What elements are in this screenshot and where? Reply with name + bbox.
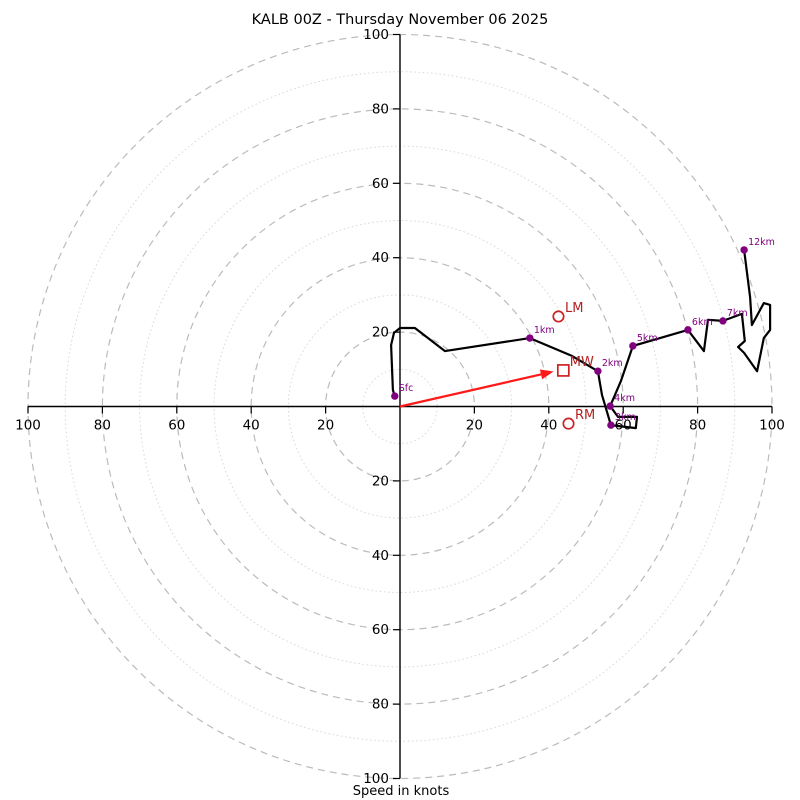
height-marker-label-3km: 3km bbox=[615, 412, 636, 423]
x-tick-label--20: 20 bbox=[317, 418, 334, 434]
storm-motion-layer: LM MW RM bbox=[552, 301, 595, 430]
x-tick-label-100: 100 bbox=[759, 418, 785, 434]
y-tick-label--100: 100 bbox=[363, 771, 389, 787]
y-tick-label--80: 80 bbox=[372, 697, 389, 713]
mean-wind-arrow-shaft bbox=[399, 372, 546, 408]
y-tick-label-80: 80 bbox=[372, 101, 389, 117]
storm-marker-label-rm: RM bbox=[575, 408, 595, 423]
storm-marker-mw bbox=[556, 364, 570, 377]
height-marker-label-sfc: Sfc bbox=[399, 383, 414, 394]
height-marker-label-2km: 2km bbox=[602, 358, 623, 369]
chart-title: KALB 00Z - Thursday November 06 2025 bbox=[252, 12, 549, 28]
height-marker-1km bbox=[526, 334, 534, 342]
height-marker-12km bbox=[740, 246, 748, 254]
y-tick-label--20: 20 bbox=[372, 473, 389, 489]
storm-marker-lm bbox=[552, 310, 565, 323]
height-marker-sfc bbox=[391, 392, 399, 400]
height-marker-label-6km: 6km bbox=[692, 317, 713, 328]
y-tick-label--60: 60 bbox=[372, 622, 389, 638]
height-marker-4km bbox=[606, 402, 614, 410]
hodograph-trace bbox=[390, 248, 772, 430]
x-tick-label-40: 40 bbox=[540, 418, 557, 434]
height-marker-label-4km: 4km bbox=[614, 393, 635, 404]
y-tick-label--40: 40 bbox=[372, 548, 389, 564]
height-marker-label-12km: 12km bbox=[748, 237, 775, 248]
height-marker-2km bbox=[594, 367, 602, 375]
height-marker-label-7km: 7km bbox=[727, 308, 748, 319]
height-marker-3km bbox=[607, 421, 615, 429]
height-marker-5km bbox=[629, 342, 637, 350]
storm-marker-label-mw: MW bbox=[570, 355, 594, 370]
y-tick-label-60: 60 bbox=[372, 176, 389, 192]
y-tick-label-20: 20 bbox=[372, 325, 389, 341]
y-tick-label-40: 40 bbox=[372, 250, 389, 266]
x-tick-label--80: 80 bbox=[94, 418, 111, 434]
x-tick-label--60: 60 bbox=[168, 418, 185, 434]
mean-wind-arrow-layer bbox=[399, 369, 554, 408]
height-marker-7km bbox=[719, 317, 727, 325]
x-tick-label-20: 20 bbox=[466, 418, 483, 434]
y-tick-label-100: 100 bbox=[363, 27, 389, 43]
axes: 2020202040404040606060608080808010010010… bbox=[15, 27, 785, 787]
storm-marker-rm bbox=[562, 417, 575, 430]
x-axis-label: Speed in knots bbox=[353, 784, 450, 799]
height-marker-layer: Sfc 1km 2km 3km 4km 5km 6km 7km 12km bbox=[391, 237, 775, 429]
height-marker-6km bbox=[684, 326, 692, 334]
x-tick-label--40: 40 bbox=[243, 418, 260, 434]
height-marker-label-1km: 1km bbox=[534, 325, 555, 336]
x-tick-label--100: 100 bbox=[15, 418, 41, 434]
mean-wind-arrow-head bbox=[539, 369, 554, 380]
hodograph-trace-layer bbox=[390, 248, 772, 430]
height-marker-label-5km: 5km bbox=[637, 333, 658, 344]
x-tick-label-80: 80 bbox=[689, 418, 706, 434]
storm-marker-label-lm: LM bbox=[565, 301, 583, 316]
